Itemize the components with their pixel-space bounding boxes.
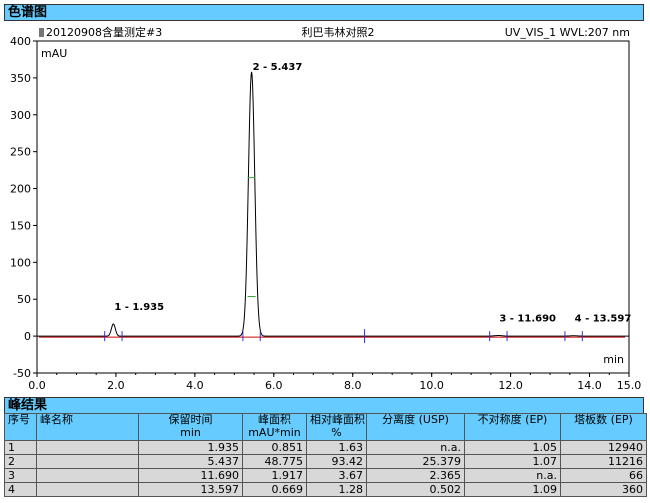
chart-header-left: 20120908含量测定#3 — [46, 25, 162, 39]
cell-asymmetry: 1.05 — [464, 440, 561, 455]
cell-peak-name — [36, 440, 139, 455]
col-header-relative-area: 相对峰面积 — [306, 413, 367, 427]
cell-retention-time: 11.690 — [138, 468, 243, 483]
x-tick-label: 12.0 — [498, 379, 523, 392]
col-header-asymmetry: 不对称度 (EP) — [464, 413, 561, 427]
peak-label: 4 - 13.597 — [575, 314, 632, 325]
chromatogram-chart: 20120908含量测定#3 利巴韦林对照2 UV_VIS_1 WVL:207 nm… — [10, 25, 642, 392]
col-header-peak-name: 峰名称 — [36, 413, 139, 427]
y-tick-label: 50 — [17, 293, 31, 306]
cell-asymmetry: 1.07 — [464, 454, 561, 469]
x-tick-label: 2.0 — [107, 379, 125, 392]
cell-relative-area: 3.67 — [306, 468, 367, 483]
y-tick-label: 150 — [10, 219, 31, 232]
peak-results-table: 序号 峰名称 保留时间 峰面积 相对峰面积 分离度 (USP) 不对称度 (EP… — [4, 413, 647, 497]
cell-relative-area: 93.42 — [306, 454, 367, 469]
unit-asymmetry — [464, 427, 561, 441]
chromatogram-section-title: 色谱图 — [8, 5, 48, 20]
cell-relative-area: 1.28 — [306, 482, 367, 497]
chromatogram-trace — [37, 71, 629, 337]
unit-resolution — [366, 427, 465, 441]
peak-results-section-title: 峰结果 — [8, 398, 48, 413]
y-tick-label: 0 — [24, 330, 31, 343]
cell-index: 3 — [4, 468, 37, 483]
cell-plates: 66 — [560, 468, 647, 483]
x-tick-label: 10.0 — [419, 379, 444, 392]
x-tick-label: 15.0 — [617, 379, 642, 392]
chart-header-right: UV_VIS_1 WVL:207 nm — [505, 26, 630, 39]
chromatogram-section-header: 色谱图 — [4, 4, 644, 21]
y-axis-label: mAU — [41, 47, 67, 60]
cell-area: 0.851 — [242, 440, 307, 455]
unit-peak-name — [36, 427, 139, 441]
document-icon — [39, 28, 44, 37]
col-header-area: 峰面积 — [242, 413, 307, 427]
cell-plates: 12940 — [560, 440, 647, 455]
cell-index: 1 — [4, 440, 37, 455]
unit-area: mAU*min — [242, 427, 307, 441]
x-axis-label: min — [603, 353, 624, 366]
y-tick-label: 300 — [10, 109, 31, 122]
cell-retention-time: 1.935 — [138, 440, 243, 455]
table-header-row: 序号 峰名称 保留时间 峰面积 相对峰面积 分离度 (USP) 不对称度 (EP… — [4, 413, 647, 427]
peak-results-section-header: 峰结果 — [4, 397, 644, 414]
cell-peak-name — [36, 454, 139, 469]
unit-relative-area: % — [306, 427, 367, 441]
y-tick-label: 350 — [10, 72, 31, 85]
unit-retention-time: min — [138, 427, 243, 441]
cell-asymmetry: 1.09 — [464, 482, 561, 497]
table-row[interactable]: 2 5.437 48.775 93.42 25.379 1.07 11216 — [4, 454, 647, 469]
cell-area: 1.917 — [242, 468, 307, 483]
cell-plates: 360 — [560, 482, 647, 497]
y-tick-label: 100 — [10, 256, 31, 269]
peak-label: 1 - 1.935 — [114, 302, 164, 313]
y-tick-label: 250 — [10, 146, 31, 159]
cell-retention-time: 5.437 — [138, 454, 243, 469]
y-tick-label: 200 — [10, 183, 31, 196]
unit-plates — [560, 427, 647, 441]
chart-header-center: 利巴韦林对照2 — [302, 25, 375, 39]
cell-peak-name — [36, 482, 139, 497]
table-row[interactable]: 4 13.597 0.669 1.28 0.502 1.09 360 — [4, 482, 647, 497]
x-tick-label: 6.0 — [265, 379, 283, 392]
cell-index: 4 — [4, 482, 37, 497]
cell-retention-time: 13.597 — [138, 482, 243, 497]
peak-label: 3 - 11.690 — [499, 314, 556, 325]
col-header-retention-time: 保留时间 — [138, 413, 243, 427]
cell-resolution: 25.379 — [366, 454, 465, 469]
cell-resolution: 2.365 — [366, 468, 465, 483]
x-tick-label: 4.0 — [186, 379, 204, 392]
col-header-resolution: 分离度 (USP) — [366, 413, 465, 427]
cell-resolution: 0.502 — [366, 482, 465, 497]
x-tick-label: 8.0 — [344, 379, 362, 392]
cell-area: 48.775 — [242, 454, 307, 469]
cell-area: 0.669 — [242, 482, 307, 497]
cell-asymmetry: n.a. — [464, 468, 561, 483]
chromatogram-panel: 20120908含量测定#3 利巴韦林对照2 UV_VIS_1 WVL:207 nm… — [0, 21, 650, 396]
col-header-plates: 塔板数 (EP) — [560, 413, 647, 427]
cell-plates: 11216 — [560, 454, 647, 469]
peak-label: 2 - 5.437 — [253, 62, 303, 73]
y-tick-label: 400 — [10, 35, 31, 48]
unit-index — [4, 427, 37, 441]
col-header-index: 序号 — [4, 413, 37, 427]
table-units-row: min mAU*min % — [4, 427, 647, 441]
cell-resolution: n.a. — [366, 440, 465, 455]
cell-relative-area: 1.63 — [306, 440, 367, 455]
table-row[interactable]: 3 11.690 1.917 3.67 2.365 n.a. 66 — [4, 468, 647, 483]
cell-index: 2 — [4, 454, 37, 469]
y-tick-label: -50 — [13, 367, 31, 380]
table-row[interactable]: 1 1.935 0.851 1.63 n.a. 1.05 12940 — [4, 440, 647, 455]
cell-peak-name — [36, 468, 139, 483]
x-tick-label: 14.0 — [577, 379, 602, 392]
x-tick-label: 0.0 — [28, 379, 46, 392]
